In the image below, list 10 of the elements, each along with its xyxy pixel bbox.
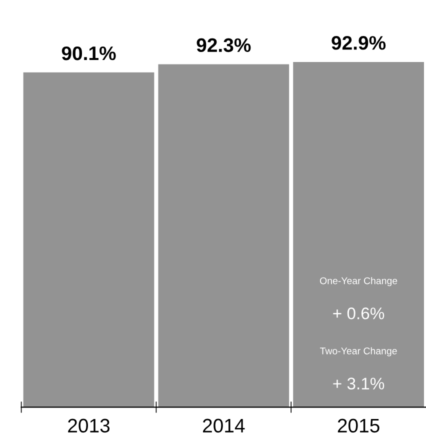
data-label: 90.1% [62,46,116,60]
annotation: + 3.1% [333,378,384,390]
annotation: + 0.6% [333,308,384,320]
x-tick-label: 2015 [338,418,380,433]
data-label: 92.9% [332,36,386,50]
annotation: Two-Year Change [320,347,397,356]
x-tick-label: 2013 [68,418,110,433]
data-label: 92.3% [196,38,251,52]
x-tick-label: 2014 [203,418,245,433]
annotation: One-Year Change [320,277,398,286]
